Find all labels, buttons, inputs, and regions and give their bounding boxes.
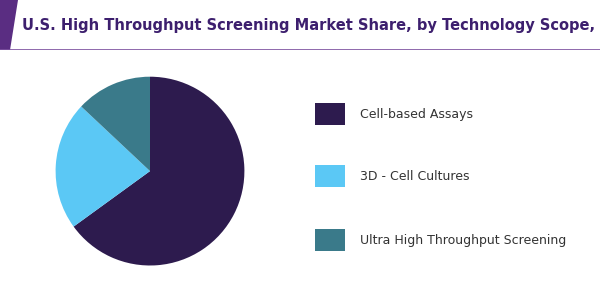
Bar — [315, 165, 345, 187]
Wedge shape — [74, 77, 244, 266]
Polygon shape — [0, 0, 18, 50]
Bar — [315, 230, 345, 251]
Wedge shape — [56, 106, 150, 227]
Text: Cell-based Assays: Cell-based Assays — [360, 108, 473, 121]
Text: Ultra High Throughput Screening: Ultra High Throughput Screening — [360, 234, 566, 247]
Text: 3D - Cell Cultures: 3D - Cell Cultures — [360, 170, 470, 183]
Text: U.S. High Throughput Screening Market Share, by Technology Scope, 2016 (%): U.S. High Throughput Screening Market Sh… — [22, 18, 600, 32]
Bar — [315, 103, 345, 125]
Wedge shape — [81, 77, 150, 171]
